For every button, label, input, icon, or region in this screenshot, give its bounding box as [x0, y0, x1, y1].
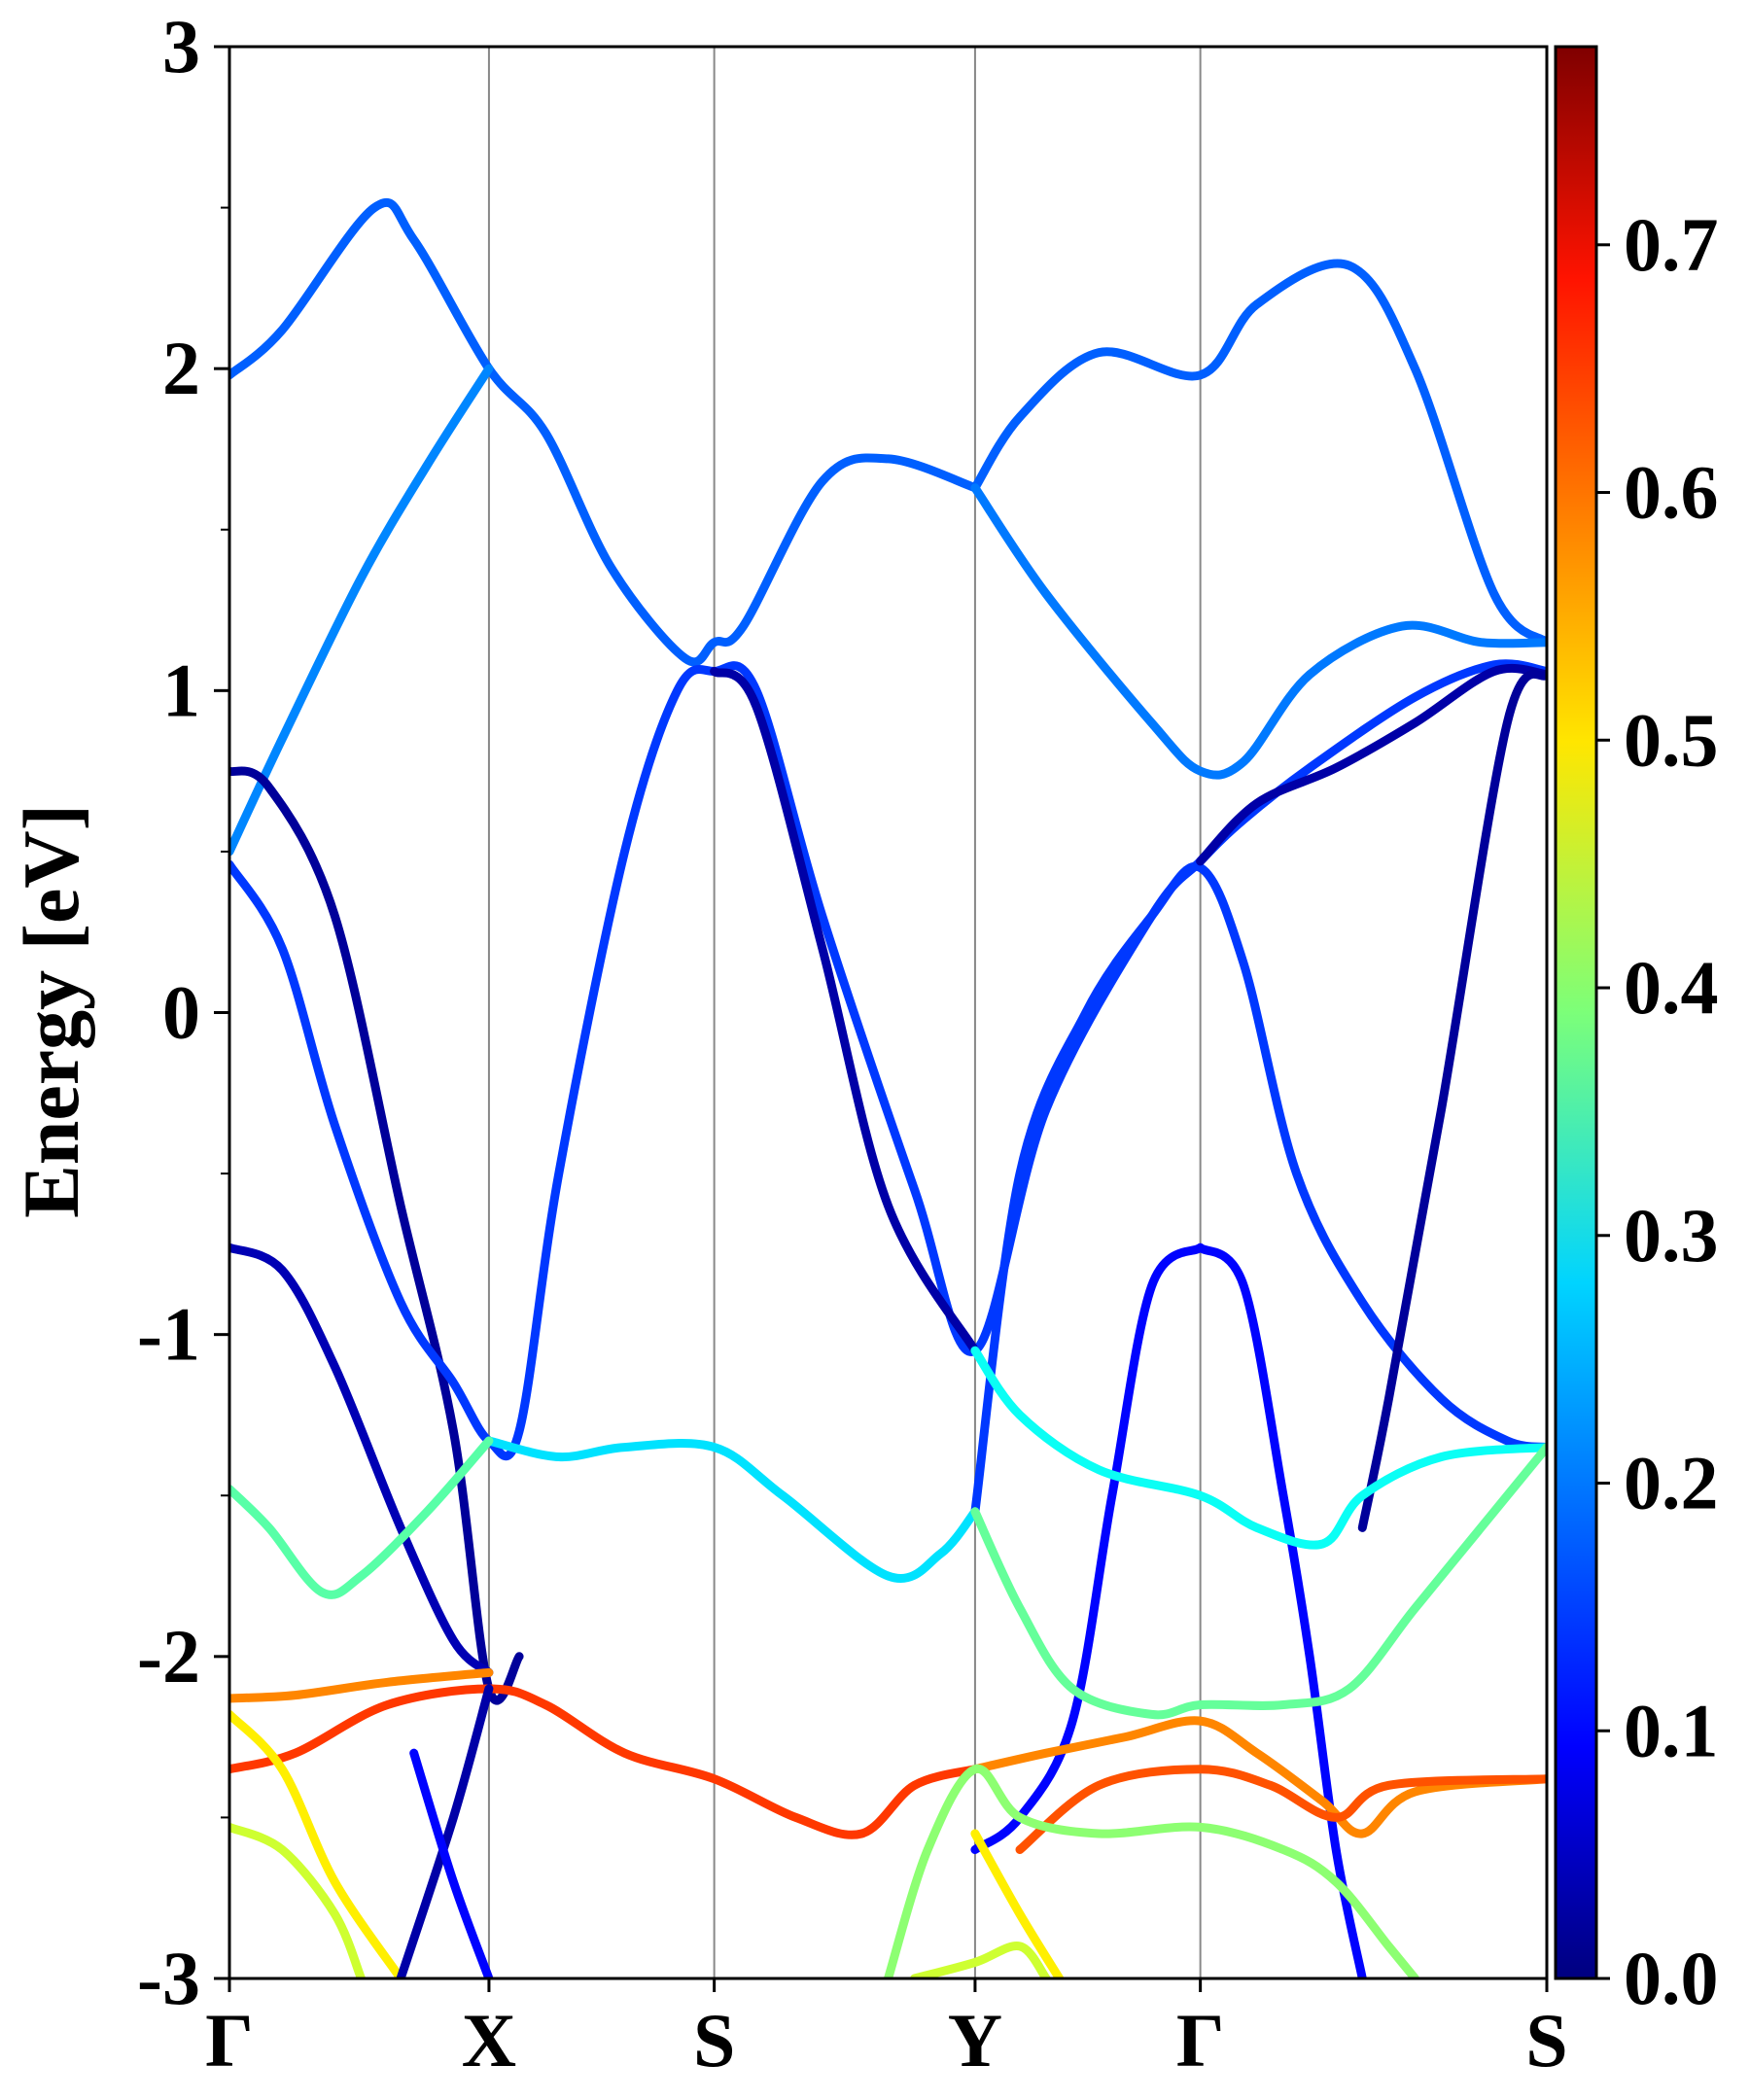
band-line	[1015, 1765, 1547, 1854]
band-line	[229, 1684, 980, 1839]
colorbar-tick-label: 0.2	[1624, 1441, 1719, 1525]
band-line	[710, 667, 980, 1355]
band-line	[910, 1942, 1051, 1978]
colorbar-ticks: 0.0 0.1 0.2 0.3 0.4 0.5 0.6 0.7	[1596, 202, 1719, 2020]
colorbar-tick-label: 0.7	[1624, 202, 1719, 287]
y-tick-label: 0	[162, 970, 200, 1055]
band-line	[970, 1829, 1065, 1978]
x-tick-label: X	[462, 1998, 516, 2082]
x-tick-label: Y	[948, 1998, 1002, 2082]
colorbar-tick-label: 0.5	[1624, 697, 1719, 782]
colorbar-tick-label: 0.3	[1624, 1193, 1719, 1278]
band-line	[970, 861, 1547, 1517]
band-line	[970, 483, 1547, 780]
band-line	[396, 1684, 494, 1978]
y-tick-label: -3	[137, 1936, 200, 2020]
y-tick-label: -1	[137, 1292, 200, 1377]
colorbar-tick-label: 0.4	[1624, 945, 1719, 1030]
band-line	[970, 1716, 1547, 1838]
band-line	[229, 659, 1547, 1461]
x-tick-label: S	[1525, 1998, 1567, 2082]
band-line	[484, 1436, 980, 1583]
band-line	[970, 259, 1547, 648]
y-axis-title: Energy [eV]	[7, 804, 95, 1218]
band-lines	[229, 197, 1547, 1978]
band-line	[1196, 1242, 1367, 1978]
band-line	[229, 1822, 366, 1978]
band-line	[884, 1764, 1419, 1978]
y-axis-ticks: 3 2 1 0 -1 -2 -3	[137, 4, 229, 2020]
band-line	[970, 1443, 1547, 1720]
band-line	[409, 1748, 494, 1978]
y-tick-label: 1	[162, 648, 200, 732]
y-tick-label: 2	[162, 326, 200, 410]
colorbar	[1554, 45, 1598, 1980]
band-line	[229, 1436, 494, 1599]
colorbar-tick-label: 0.1	[1624, 1688, 1719, 1772]
band-line	[229, 1667, 494, 1703]
band-line	[229, 1242, 494, 1677]
band-line	[1196, 663, 1547, 866]
band-line	[229, 364, 494, 857]
colorbar-tick-label: 0.6	[1624, 450, 1719, 535]
band-line	[229, 1709, 405, 1978]
kpoint-vertical-lines	[487, 47, 1202, 1978]
y-tick-label: 3	[162, 4, 200, 88]
band-line	[970, 1242, 1206, 1854]
y-tick-label: -2	[137, 1614, 200, 1698]
x-tick-label: Γ	[1176, 1998, 1225, 2082]
x-tick-label: S	[693, 1998, 735, 2082]
band-line	[1357, 669, 1547, 1532]
x-tick-label: Γ	[205, 1998, 254, 2082]
colorbar-tick-label: 0.0	[1624, 1936, 1719, 2020]
band-line	[970, 1346, 1547, 1550]
band-line	[229, 197, 980, 667]
